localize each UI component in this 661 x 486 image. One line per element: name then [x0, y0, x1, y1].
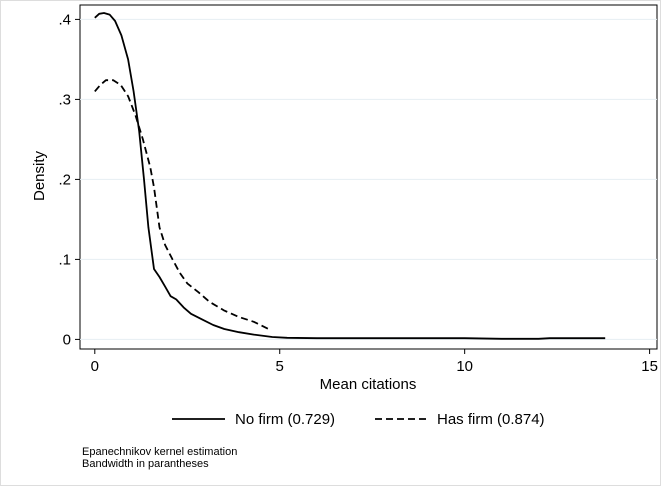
- y-tick-label: .2: [58, 171, 71, 188]
- plot-area: [79, 4, 658, 350]
- y-axis: 0 .1 .2 .3 .4: [58, 11, 80, 348]
- note-bandwidth: Bandwidth in parantheses: [82, 458, 209, 470]
- x-tick-label: 10: [456, 358, 473, 375]
- x-tick-label: 5: [276, 358, 284, 375]
- note-kernel: Epanechnikov kernel estimation: [82, 446, 237, 458]
- legend-box: [155, 402, 592, 436]
- series-line-no-firm: [94, 12, 606, 340]
- legend-label-no-firm: No firm (0.729): [235, 411, 335, 428]
- x-tick-label: 0: [91, 358, 99, 375]
- y-tick-label: .3: [58, 91, 71, 108]
- x-axis-label: Mean citations: [320, 376, 417, 393]
- y-tick-label: .1: [58, 251, 71, 268]
- x-tick-label: 15: [641, 358, 658, 375]
- x-axis: 0 5 10 15: [91, 349, 658, 375]
- y-gridlines: [80, 18, 657, 340]
- legend-label-has-firm: Has firm (0.874): [437, 411, 545, 428]
- series-line-has-firm: [94, 79, 269, 330]
- legend: No firm (0.729) Has firm (0.874): [155, 402, 592, 436]
- y-tick-label: 0: [63, 331, 71, 348]
- series-lines: [94, 12, 606, 340]
- y-axis-label: Density: [31, 150, 48, 201]
- y-tick-label: .4: [58, 11, 71, 28]
